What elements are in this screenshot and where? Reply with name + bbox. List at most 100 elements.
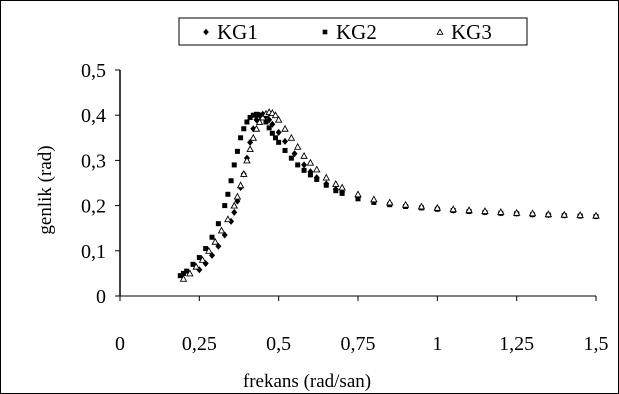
data-point-kg3 (271, 111, 280, 119)
data-point-kg2 (250, 112, 256, 118)
y-tick-label: 0 (96, 286, 106, 308)
data-point-kg3 (401, 200, 410, 208)
data-point-kg2 (238, 135, 244, 141)
data-point-kg2 (266, 125, 272, 131)
legend-label-kg1: KG1 (217, 20, 258, 44)
data-point-kg2 (314, 176, 320, 182)
x-tick-label: 0,25 (182, 333, 217, 355)
legend: KG1 KG2 KG3 (178, 17, 528, 46)
legend-marker-kg1 (203, 28, 209, 36)
data-point-kg2 (295, 162, 301, 168)
x-tick-label: 0,5 (266, 333, 291, 355)
data-point-kg3 (224, 215, 232, 223)
data-point-kg1 (301, 161, 308, 169)
data-point-kg3 (252, 124, 261, 132)
data-point-kg2 (339, 190, 345, 196)
x-tick-label: 1,25 (499, 333, 534, 355)
data-point-kg3 (576, 211, 584, 219)
data-point-kg2 (355, 196, 361, 202)
data-point-kg3 (233, 192, 242, 200)
plot-area (177, 108, 600, 282)
data-point-kg2 (276, 139, 282, 145)
data-point-kg1 (291, 150, 298, 158)
data-point-kg2 (228, 178, 234, 184)
data-point-kg3 (322, 173, 331, 181)
data-point-kg3 (211, 237, 219, 245)
data-point-kg3 (217, 226, 226, 234)
data-point-kg2 (307, 172, 313, 178)
data-point-kg3 (255, 118, 264, 125)
data-point-kg2 (272, 135, 278, 141)
y-tick-label: 0,3 (81, 150, 106, 172)
data-point-kg2 (209, 234, 215, 240)
data-point-kg3 (287, 133, 296, 141)
data-point-kg2 (282, 147, 288, 153)
data-point-kg2 (371, 199, 377, 205)
y-tick-label: 0,4 (81, 105, 106, 127)
data-point-kg3 (449, 205, 457, 213)
data-point-kg3 (205, 246, 213, 254)
data-point-kg2 (190, 261, 196, 267)
data-point-kg3 (281, 124, 289, 132)
y-tick-label: 0,5 (81, 60, 106, 82)
data-point-kg3 (417, 202, 426, 210)
data-point-kg2 (247, 114, 253, 120)
data-point-kg2 (177, 273, 183, 279)
x-tick-label: 1 (432, 333, 442, 355)
data-point-kg2 (241, 126, 247, 132)
data-point-kg3 (544, 210, 553, 218)
y-tick-label: 0,1 (81, 241, 106, 263)
data-point-kg3 (268, 109, 277, 116)
data-point-kg2 (323, 182, 329, 188)
x-axis-title: frekans (rad/san) (243, 371, 371, 392)
data-point-kg2 (257, 112, 263, 118)
x-tick-label: 0 (115, 333, 125, 355)
data-point-kg3 (338, 183, 346, 191)
data-point-kg3 (481, 207, 489, 214)
data-point-kg3 (592, 211, 600, 219)
data-point-kg3 (433, 203, 442, 211)
data-point-kg2 (231, 162, 237, 168)
data-point-kg2 (269, 130, 275, 136)
data-point-kg2 (263, 119, 269, 125)
data-point-kg3 (246, 145, 254, 153)
data-point-kg2 (333, 188, 339, 194)
legend-box (178, 17, 528, 46)
data-point-kg2 (180, 270, 186, 276)
series-kg3 (179, 108, 600, 282)
data-point-kg2 (288, 155, 294, 161)
data-point-kg2 (196, 255, 202, 261)
x-axis: 0 0,25 0,5 0,75 1 1,25 1,5 (115, 296, 609, 355)
data-point-kg3 (312, 165, 321, 173)
data-point-kg3 (465, 206, 473, 214)
data-point-kg3 (293, 142, 302, 150)
data-point-kg2 (253, 111, 259, 117)
data-point-kg3 (274, 115, 283, 123)
data-point-kg3 (306, 158, 315, 166)
data-point-kg1 (282, 137, 289, 145)
legend-marker-kg2 (322, 29, 328, 35)
data-point-kg3 (240, 170, 248, 177)
data-point-kg3 (236, 181, 245, 189)
data-point-kg3 (354, 190, 362, 198)
legend-label-kg3: KG3 (451, 20, 492, 44)
data-point-kg3 (385, 198, 394, 206)
data-point-kg3 (512, 208, 521, 216)
x-tick-label: 1,5 (584, 333, 609, 355)
data-point-kg1 (275, 128, 282, 136)
legend-marker-kg3 (436, 28, 444, 35)
data-point-kg3 (186, 269, 194, 277)
data-point-kg2 (301, 167, 307, 173)
data-point-kg2 (225, 191, 231, 197)
data-point-kg3 (560, 210, 569, 218)
data-point-kg3 (179, 274, 188, 282)
data-point-kg3 (259, 113, 267, 121)
legend-label-kg2: KG2 (336, 20, 377, 44)
data-point-kg2 (234, 148, 240, 154)
data-point-kg3 (249, 133, 258, 141)
y-tick-label: 0,2 (81, 196, 106, 218)
data-point-kg3 (243, 156, 251, 164)
data-point-kg2 (203, 246, 209, 252)
